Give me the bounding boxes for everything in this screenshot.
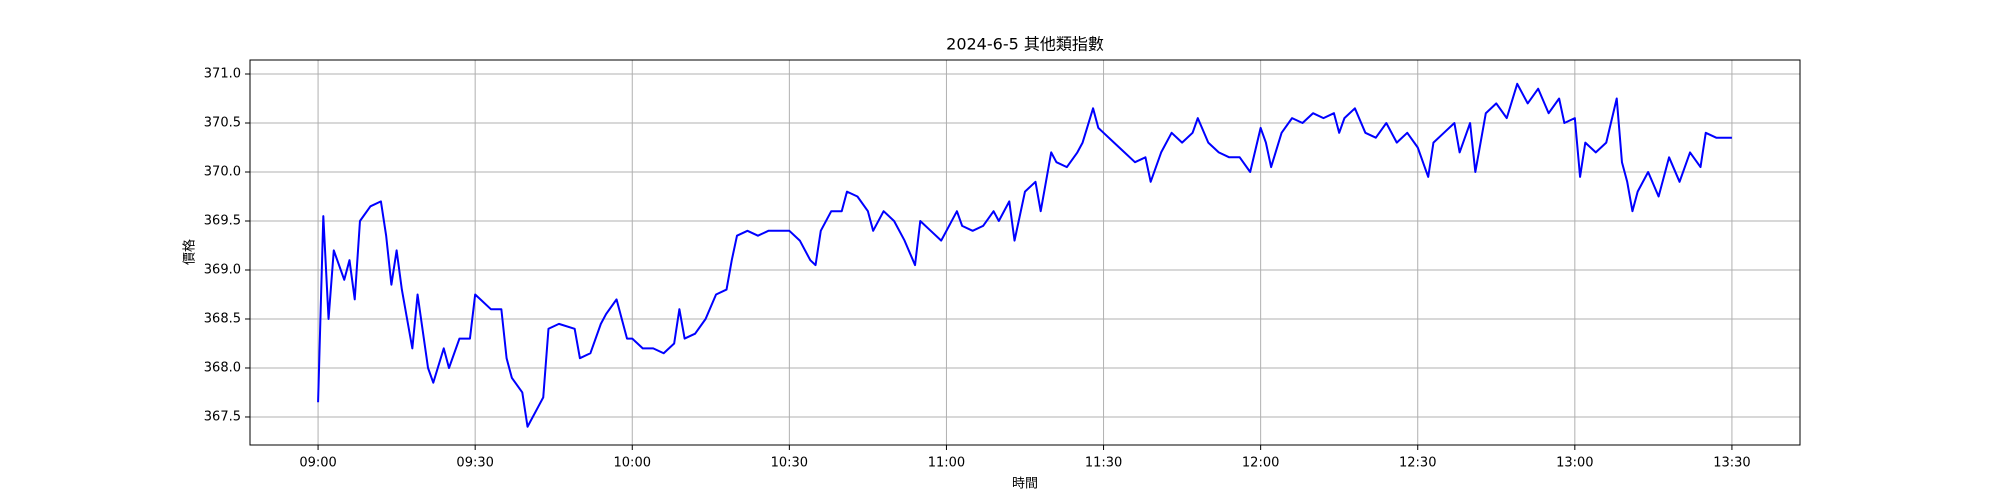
x-tick-label: 09:00 bbox=[299, 456, 336, 471]
x-tick-label: 13:30 bbox=[1713, 456, 1750, 471]
chart-title: 2024-6-5 其他類指數 bbox=[946, 35, 1104, 54]
line-series bbox=[317, 82, 1732, 428]
x-tick-label: 12:00 bbox=[1242, 456, 1279, 471]
x-tick-label: 10:30 bbox=[771, 456, 808, 471]
y-axis-label: 價格 bbox=[182, 239, 198, 265]
x-tick-label: 12:30 bbox=[1399, 456, 1436, 471]
plot-frame bbox=[249, 59, 1801, 446]
x-tick-label: 11:30 bbox=[1085, 456, 1122, 471]
y-tick-label: 371.0 bbox=[204, 67, 241, 82]
x-tick-label: 13:00 bbox=[1556, 456, 1593, 471]
y-tick-label: 368.0 bbox=[204, 360, 241, 375]
x-axis-label: 時間 bbox=[1012, 477, 1038, 492]
y-tick-label: 370.5 bbox=[204, 116, 241, 131]
y-tick-label: 368.5 bbox=[204, 311, 241, 326]
y-tick-label: 369.0 bbox=[204, 262, 241, 277]
x-tick-label: 10:00 bbox=[614, 456, 651, 471]
y-tick-label: 370.0 bbox=[204, 165, 241, 180]
x-tick-label: 09:30 bbox=[456, 456, 493, 471]
x-tick-label: 11:00 bbox=[928, 456, 965, 471]
y-tick-label: 369.5 bbox=[204, 213, 241, 228]
y-tick-label: 367.5 bbox=[204, 409, 241, 424]
